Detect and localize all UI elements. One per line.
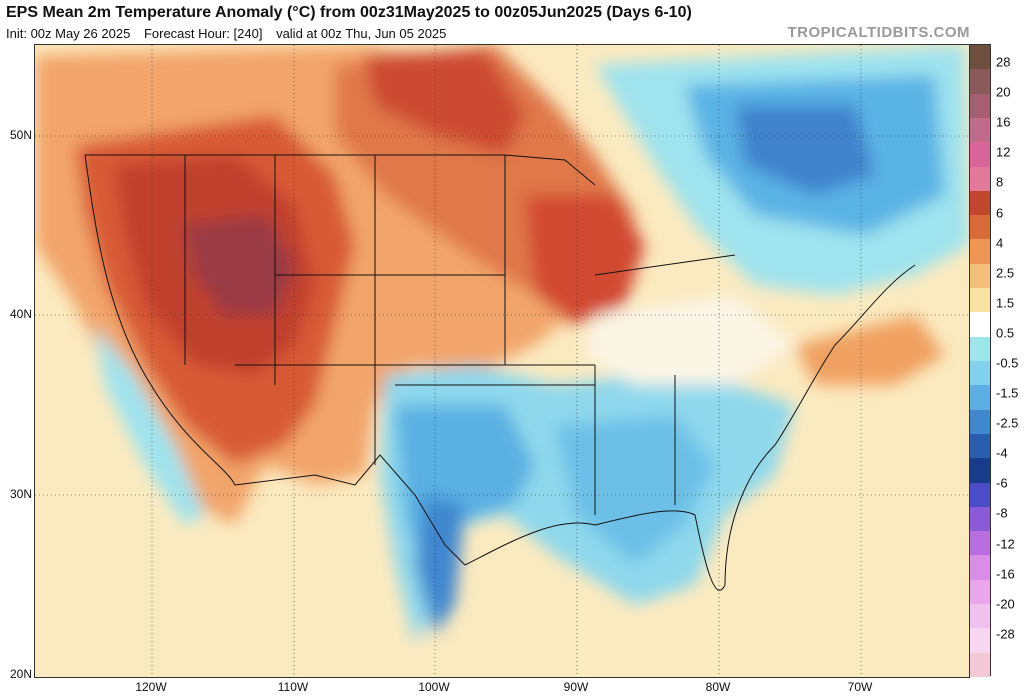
- colorbar-label: 16: [996, 114, 1011, 130]
- colorbar-label: -1.5: [996, 385, 1019, 401]
- colorbar-cell: [970, 190, 990, 216]
- lon-label-70w: 70W: [847, 680, 873, 694]
- colorbar-cell: [970, 45, 990, 70]
- colorbar-label: 8: [996, 174, 1004, 190]
- colorbar-cell: [970, 506, 990, 532]
- forecast-hour: Forecast Hour: [240]: [143, 26, 263, 41]
- colorbar-cell: [970, 263, 990, 289]
- colorbar-cell: [970, 142, 990, 168]
- colorbar-cell: [970, 93, 990, 119]
- init-time: Init: 00z May 26 2025: [6, 26, 131, 41]
- colorbar-cell: [970, 69, 990, 95]
- colorbar-label: 6: [996, 205, 1004, 221]
- colorbar-label: -4: [996, 445, 1008, 461]
- colorbar-cell: [970, 458, 990, 484]
- colorbar-cell: [970, 361, 990, 386]
- lon-label-90w: 90W: [563, 680, 589, 694]
- map-title: EPS Mean 2m Temperature Anomaly (°C) fro…: [6, 4, 692, 21]
- colorbar: [969, 44, 991, 678]
- watermark: TROPICALTIDBITS.COM: [787, 24, 970, 41]
- colorbar-label: 1.5: [996, 295, 1015, 311]
- lon-label-120w: 120W: [135, 680, 167, 694]
- lon-label-80w: 80W: [705, 680, 731, 694]
- lon-label-100w: 100W: [418, 680, 450, 694]
- colorbar-label: -0.5: [996, 355, 1019, 371]
- colorbar-label: -12: [996, 536, 1015, 552]
- colorbar-cell: [970, 166, 990, 192]
- colorbar-cell: [970, 312, 990, 338]
- colorbar-cell: [970, 336, 990, 362]
- lat-label-20n: 20N: [9, 667, 32, 681]
- colorbar-label: -28: [996, 626, 1015, 642]
- colorbar-cell: [970, 239, 990, 265]
- colorbar-cell: [970, 215, 990, 240]
- valid-time: valid at 00z Thu, Jun 05 2025: [276, 26, 447, 41]
- lat-label-30n: 30N: [9, 487, 32, 501]
- colorbar-label: -2.5: [996, 415, 1019, 431]
- colorbar-label: 28: [996, 54, 1011, 70]
- colorbar-cell: [970, 482, 990, 508]
- colorbar-label: 12: [996, 144, 1011, 160]
- colorbar-label: -8: [996, 505, 1008, 521]
- colorbar-cell: [970, 628, 990, 654]
- lat-label-40n: 40N: [9, 307, 32, 321]
- colorbar-cell: [970, 555, 990, 581]
- graticule: [35, 45, 969, 677]
- colorbar-cell: [970, 579, 990, 605]
- colorbar-cell: [970, 531, 990, 556]
- anomaly-field: [35, 45, 969, 645]
- anomaly-map: [35, 45, 969, 677]
- boundary-lines: [84, 154, 916, 591]
- colorbar-cell: [970, 652, 990, 678]
- lon-label-110w: 110W: [277, 680, 309, 694]
- map-subtitle: Init: 00z May 26 2025 Forecast Hour: [24…: [6, 26, 456, 41]
- colorbar-label: -20: [996, 596, 1015, 612]
- colorbar-label: 0.5: [996, 325, 1015, 341]
- map-panel: [34, 44, 970, 678]
- colorbar-label: -16: [996, 566, 1015, 582]
- colorbar-cell: [970, 288, 990, 313]
- colorbar-cell: [970, 409, 990, 435]
- colorbar-label: 20: [996, 84, 1011, 100]
- colorbar-cell: [970, 433, 990, 459]
- colorbar-label: 2.5: [996, 265, 1015, 281]
- colorbar-cell: [970, 604, 990, 629]
- colorbar-cell: [970, 385, 990, 411]
- colorbar-label: 4: [996, 235, 1004, 251]
- colorbar-label: -6: [996, 475, 1008, 491]
- lat-label-50n: 50N: [9, 128, 32, 142]
- colorbar-cell: [970, 117, 990, 143]
